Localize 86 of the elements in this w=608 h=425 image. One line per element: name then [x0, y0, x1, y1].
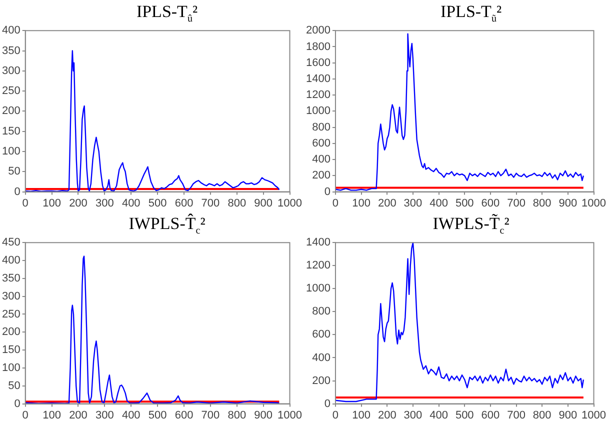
chart-title: IWPLS-T̃$_{c}$² [432, 213, 510, 236]
x-tick-label: 200 [378, 409, 396, 422]
y-tick-label: 150 [2, 344, 20, 356]
y-tick-label: 400 [2, 254, 20, 267]
y-tick-label: 600 [312, 137, 330, 150]
x-tick-label: 300 [95, 197, 114, 210]
x-tick-label: 900 [254, 409, 273, 422]
x-tick-label: 1000 [582, 197, 606, 210]
y-tick-label: 300 [2, 64, 20, 77]
x-tick-label: 800 [228, 197, 246, 210]
x-tick-label: 1000 [278, 409, 302, 422]
x-tick-label: 900 [558, 197, 578, 210]
y-tick-label: 400 [2, 24, 20, 37]
x-tick-label: 800 [228, 409, 246, 422]
chart-title: IPLS-T$_{ũ}$² [439, 1, 503, 24]
y-tick-label: 800 [312, 121, 330, 134]
chart-title: IWPLS-T̂$_{c}$² [128, 212, 206, 236]
x-tick-label: 600 [481, 197, 500, 210]
y-tick-label: 150 [2, 125, 20, 138]
y-tick-label: 2000 [306, 24, 330, 37]
x-tick-label: 400 [430, 409, 448, 422]
y-tick-label: 0 [14, 398, 20, 410]
y-tick-label: 250 [2, 308, 20, 320]
x-tick-label: 700 [201, 409, 220, 422]
x-tick-label: 100 [42, 197, 61, 210]
y-tick-label: 1600 [306, 56, 330, 69]
x-tick-label: 400 [122, 409, 140, 422]
y-tick-label: 50 [8, 380, 20, 392]
x-tick-label: 200 [378, 197, 396, 210]
x-tick-label: 0 [22, 197, 28, 210]
x-tick-label: 800 [532, 409, 552, 422]
chart-title: IPLS-T$_{û}$² [135, 1, 199, 24]
y-tick-label: 250 [2, 85, 20, 98]
x-tick-label: 100 [352, 197, 370, 210]
x-tick-label: 0 [22, 409, 28, 422]
y-tick-label: 1200 [306, 89, 330, 102]
y-tick-label: 50 [8, 166, 20, 178]
y-tick-label: 1000 [306, 105, 330, 118]
x-tick-label: 300 [404, 197, 422, 210]
x-tick-label: 100 [352, 409, 370, 422]
x-tick-label: 700 [201, 197, 220, 210]
x-tick-label: 1000 [582, 409, 606, 422]
y-tick-label: 100 [2, 146, 20, 158]
x-tick-label: 300 [95, 409, 114, 422]
y-tick-label: 200 [312, 374, 330, 387]
y-tick-label: 400 [312, 154, 330, 166]
x-tick-label: 900 [254, 197, 273, 210]
y-tick-label: 450 [2, 236, 20, 249]
x-tick-label: 100 [42, 409, 61, 422]
x-tick-label: 500 [455, 197, 474, 210]
x-tick-label: 700 [507, 197, 526, 210]
x-tick-label: 700 [507, 409, 526, 422]
x-tick-label: 500 [455, 409, 474, 422]
y-tick-label: 1400 [306, 72, 330, 85]
y-tick-label: 800 [312, 306, 330, 318]
y-tick-label: 0 [324, 398, 330, 410]
y-tick-label: 0 [14, 186, 20, 198]
x-tick-label: 300 [404, 409, 422, 422]
x-tick-label: 600 [174, 197, 194, 210]
y-tick-label: 350 [2, 44, 20, 57]
y-tick-label: 1800 [306, 40, 330, 53]
x-tick-label: 0 [332, 409, 339, 422]
x-tick-label: 1000 [278, 197, 302, 210]
y-tick-label: 1000 [306, 282, 330, 295]
x-tick-label: 900 [558, 409, 578, 422]
x-tick-label: 200 [69, 197, 88, 210]
y-tick-label: 200 [2, 105, 20, 118]
y-tick-label: 400 [312, 352, 330, 364]
y-tick-label: 200 [2, 326, 20, 338]
x-tick-label: 0 [332, 197, 339, 210]
x-tick-label: 600 [174, 409, 194, 422]
y-tick-label: 350 [2, 272, 20, 284]
x-tick-label: 200 [69, 409, 88, 422]
y-tick-label: 600 [312, 328, 330, 341]
y-tick-label: 1200 [306, 260, 330, 272]
x-tick-label: 800 [532, 197, 552, 210]
x-tick-label: 400 [122, 197, 140, 210]
x-tick-label: 500 [148, 197, 167, 210]
x-tick-label: 500 [148, 409, 167, 422]
y-tick-label: 300 [2, 290, 20, 302]
x-tick-label: 400 [430, 197, 448, 210]
y-tick-label: 100 [2, 362, 20, 374]
x-tick-label: 600 [481, 409, 500, 422]
y-tick-label: 200 [312, 170, 330, 182]
y-tick-label: 1400 [306, 236, 330, 249]
y-tick-label: 0 [324, 186, 330, 198]
